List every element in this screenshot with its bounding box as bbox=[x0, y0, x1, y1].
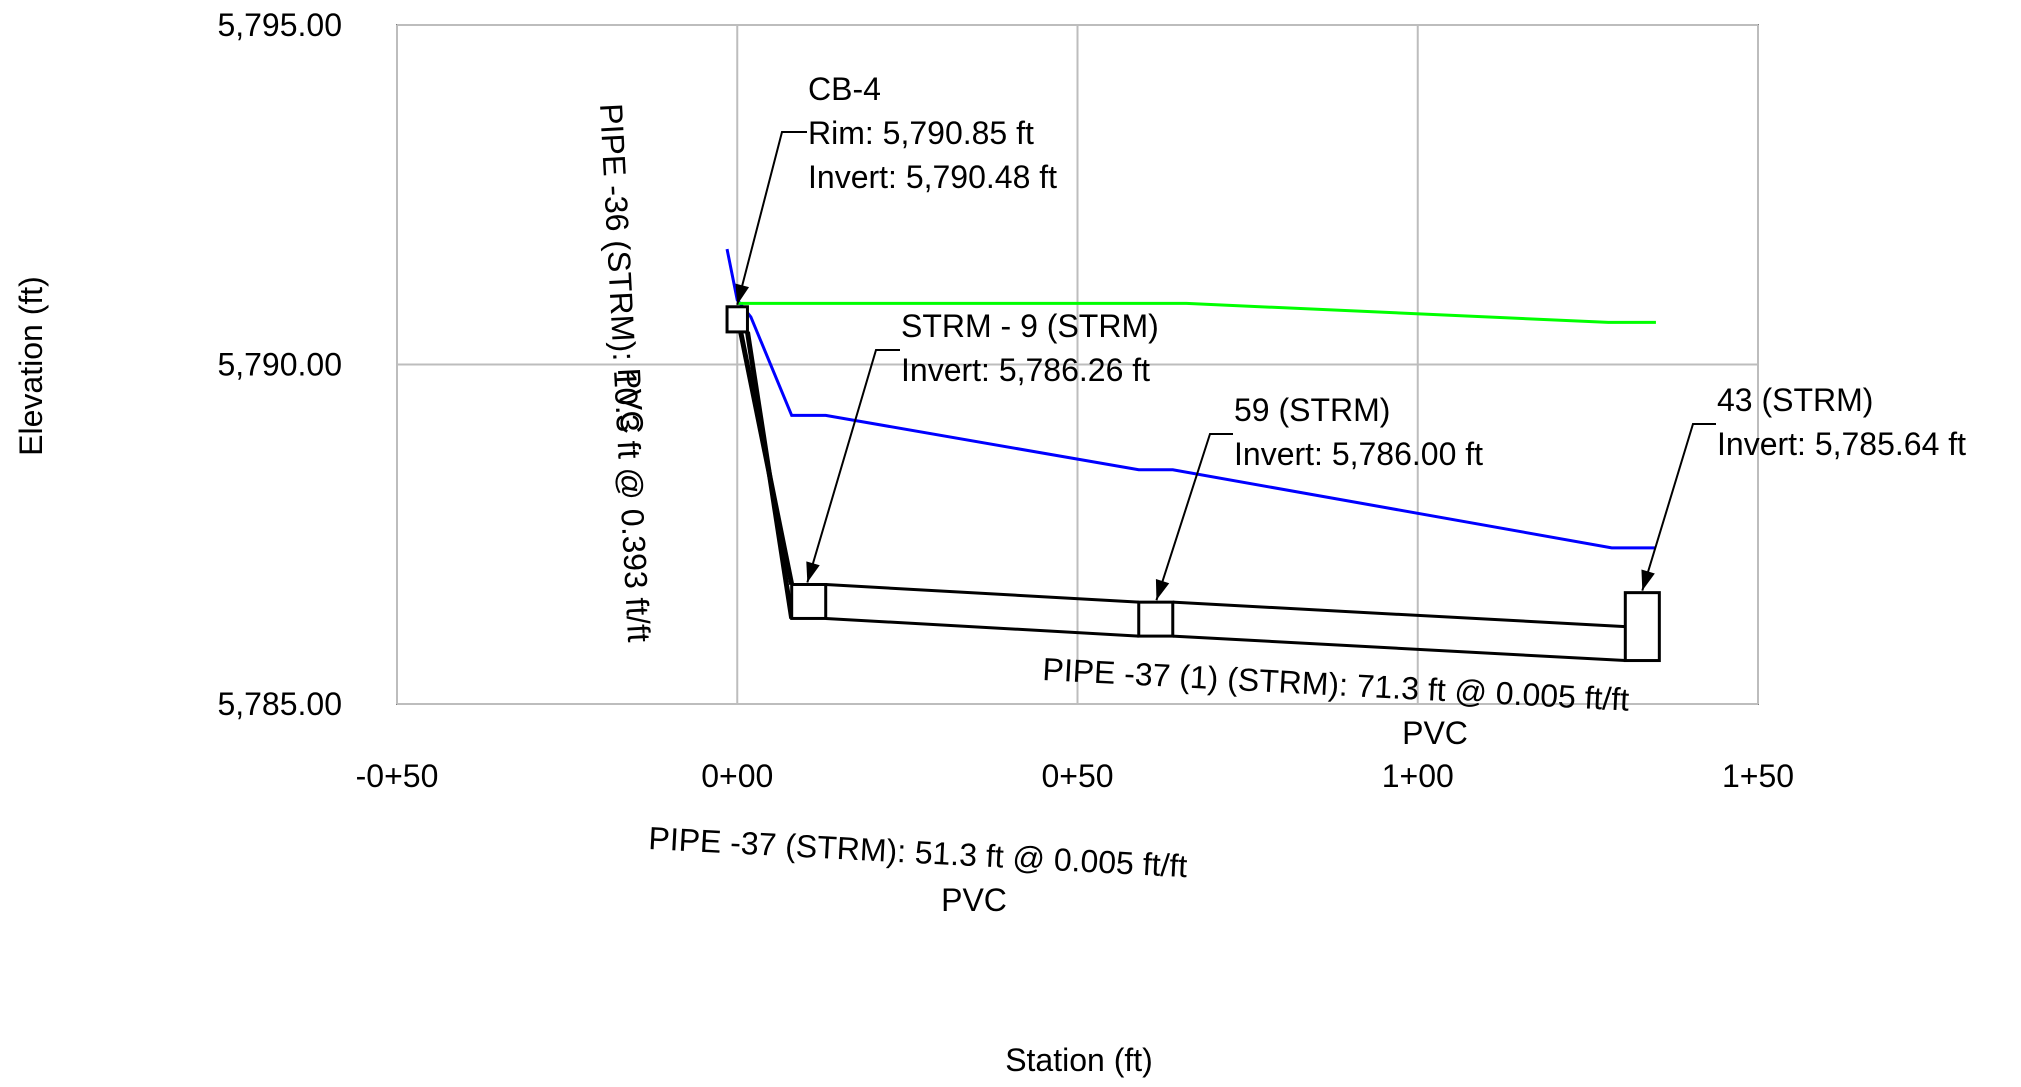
s43-leader-arrowhead bbox=[1641, 569, 1655, 591]
y-tick-label: 5,795.00 bbox=[217, 7, 342, 43]
cb4-label-invert: Invert: 5,790.48 ft bbox=[808, 159, 1057, 195]
pipe37-label-line2: PVC bbox=[941, 882, 1007, 918]
x-axis-title: Station (ft) bbox=[1005, 1042, 1153, 1078]
cb4-leader-line bbox=[736, 131, 807, 306]
s43-label-name: 43 (STRM) bbox=[1717, 382, 1873, 418]
ground-line bbox=[737, 301, 1656, 324]
x-tick-labels: -0+50 0+00 0+50 1+00 1+50 bbox=[356, 758, 1794, 794]
s59-label-name: 59 (STRM) bbox=[1234, 392, 1390, 428]
leader-arrows bbox=[735, 131, 1716, 601]
pipe37-label-line1: PIPE -37 (STRM): 51.3 ft @ 0.005 ft/ft bbox=[648, 820, 1189, 884]
pipe-1-invert-line bbox=[825, 616, 1139, 638]
x-tick-label: 1+50 bbox=[1722, 758, 1794, 794]
x-tick-label: 0+00 bbox=[701, 758, 773, 794]
cb4-label-rim: Rim: 5,790.85 ft bbox=[808, 115, 1034, 151]
x-tick-label: 1+00 bbox=[1382, 758, 1454, 794]
y-axis-title: Elevation (ft) bbox=[13, 276, 49, 456]
s59-leader-line bbox=[1155, 433, 1233, 601]
pipe-1-crown-line bbox=[825, 582, 1139, 604]
pipe-2-invert-line bbox=[1172, 634, 1626, 663]
y-tick-label: 5,785.00 bbox=[217, 686, 342, 722]
y-tick-label: 5,790.00 bbox=[217, 347, 342, 383]
pipe-0-crown-line bbox=[738, 331, 795, 585]
s59-leader-arrowhead bbox=[1155, 578, 1170, 601]
cb4-leader-arrowhead bbox=[735, 283, 750, 305]
pipe-2-crown-line bbox=[1172, 600, 1626, 629]
pipe36-label-line2: PVC bbox=[611, 367, 650, 435]
s43-label-invert: Invert: 5,785.64 ft bbox=[1717, 426, 1966, 462]
structure-box bbox=[725, 305, 749, 334]
x-tick-label: 0+50 bbox=[1041, 758, 1113, 794]
structure-box bbox=[790, 582, 828, 620]
structures bbox=[725, 305, 1661, 663]
strm9-label-name: STRM - 9 (STRM) bbox=[901, 308, 1159, 344]
y-tick-labels: 5,785.00 5,790.00 5,795.00 bbox=[217, 7, 342, 722]
pipes bbox=[738, 331, 1626, 663]
cb4-label-name: CB-4 bbox=[808, 71, 881, 107]
s43-leader-line bbox=[1641, 423, 1716, 591]
structure-box bbox=[1623, 591, 1661, 663]
grid-lines bbox=[396, 24, 1759, 705]
strm9-leader-line bbox=[806, 349, 900, 583]
strm9-label-invert: Invert: 5,786.26 ft bbox=[901, 352, 1150, 388]
x-tick-label: -0+50 bbox=[356, 758, 439, 794]
s59-label-invert: Invert: 5,786.00 ft bbox=[1234, 436, 1483, 472]
structure-box bbox=[1137, 600, 1175, 638]
pipe37-1-label-line2: PVC bbox=[1402, 715, 1468, 751]
strm9-leader-arrowhead bbox=[806, 561, 820, 583]
